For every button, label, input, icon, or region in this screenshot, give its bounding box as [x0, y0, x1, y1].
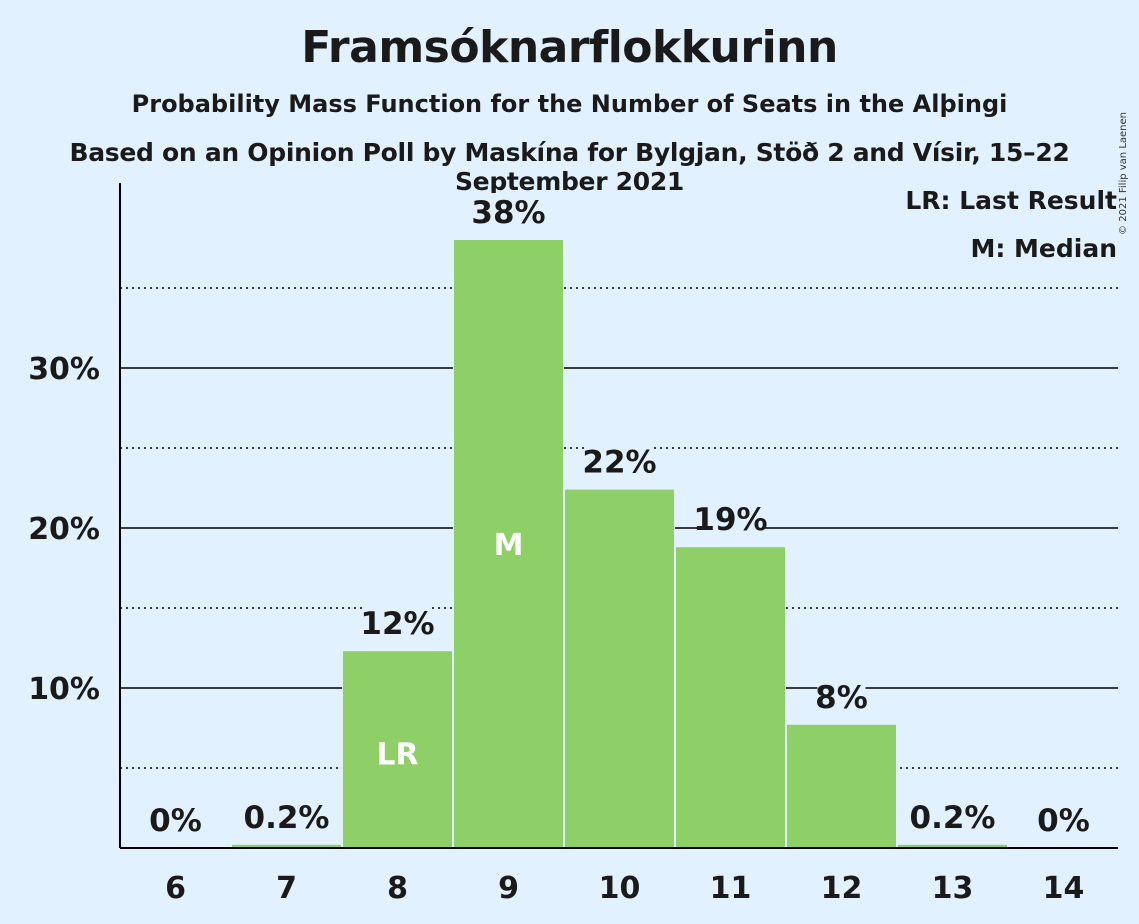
x-tick-label: 10 — [599, 871, 641, 906]
label-backdrop — [1039, 801, 1088, 839]
label-backdrop — [586, 442, 653, 481]
label-backdrop — [364, 604, 431, 643]
bar-value-label: 19% — [693, 502, 767, 538]
label-backdrop — [909, 797, 996, 836]
bar — [565, 489, 674, 848]
x-tick-label: 11 — [710, 871, 752, 906]
bar-value-label: 0.2% — [244, 800, 330, 836]
last-result-marker: LR — [376, 738, 418, 773]
label-backdrop — [151, 801, 200, 839]
bar-value-label: 0% — [1037, 803, 1090, 839]
label-backdrop — [697, 500, 764, 539]
bar — [232, 844, 341, 848]
chart-subtitle: Probability Mass Function for the Number… — [131, 90, 1008, 118]
bar — [343, 651, 452, 848]
label-backdrop — [475, 193, 542, 231]
x-tick-label: 12 — [821, 871, 863, 906]
x-tick-label: 13 — [932, 871, 974, 906]
legend-median: M: Median — [970, 234, 1117, 263]
x-tick-label: 6 — [165, 871, 186, 906]
bar-value-label: 22% — [582, 445, 656, 481]
label-backdrop — [817, 677, 866, 716]
median-marker: M — [494, 528, 524, 563]
bar — [787, 724, 896, 848]
legend-last-result: LR: Last Result — [905, 186, 1117, 215]
bar-value-label: 12% — [360, 606, 434, 642]
bar-value-label: 8% — [815, 680, 868, 716]
bar — [454, 240, 563, 848]
bar — [898, 844, 1007, 848]
y-tick-label: 20% — [28, 512, 100, 547]
bar-value-label: 0.2% — [910, 800, 996, 836]
bar-value-label: 38% — [471, 195, 545, 231]
label-backdrop — [243, 797, 330, 836]
chart-source: Based on an Opinion Poll by Maskína for … — [69, 138, 1070, 196]
y-tick-label: 10% — [28, 672, 100, 707]
x-tick-label: 7 — [276, 871, 297, 906]
bar — [676, 547, 785, 848]
x-tick-label: 9 — [498, 871, 519, 906]
chart-title: Framsóknarflokkurinn — [301, 22, 838, 73]
bar-value-label: 0% — [149, 803, 202, 839]
y-tick-label: 30% — [28, 352, 100, 387]
x-tick-label: 8 — [387, 871, 408, 906]
x-tick-label: 14 — [1043, 871, 1085, 906]
